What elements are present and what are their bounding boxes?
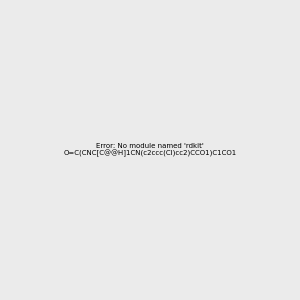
Text: Error: No module named 'rdkit'
O=C(CNC[C@@H]1CN(c2ccc(Cl)cc2)CCO1)C1CO1: Error: No module named 'rdkit' O=C(CNC[C…: [63, 143, 237, 157]
